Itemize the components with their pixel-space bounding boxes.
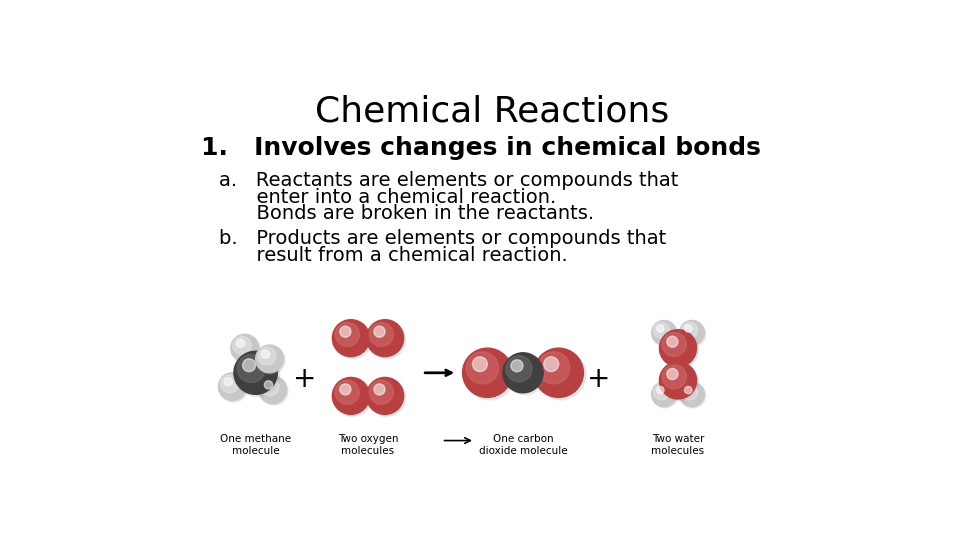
Circle shape	[335, 380, 359, 404]
Text: enter into a chemical reaction.: enter into a chemical reaction.	[219, 188, 557, 207]
Circle shape	[255, 345, 283, 373]
Circle shape	[367, 377, 403, 414]
Circle shape	[472, 357, 488, 372]
Circle shape	[661, 364, 699, 401]
Circle shape	[653, 383, 678, 408]
Circle shape	[373, 326, 385, 337]
Circle shape	[370, 380, 394, 404]
Circle shape	[234, 351, 277, 394]
Circle shape	[224, 377, 232, 386]
Circle shape	[219, 373, 247, 401]
Circle shape	[681, 322, 706, 346]
Text: a.   Reactants are elements or compounds that: a. Reactants are elements or compounds t…	[219, 171, 679, 190]
Text: result from a chemical reaction.: result from a chemical reaction.	[219, 246, 568, 265]
Circle shape	[369, 321, 405, 359]
Circle shape	[233, 336, 252, 354]
Circle shape	[257, 347, 285, 374]
Text: b.   Products are elements or compounds that: b. Products are elements or compounds th…	[219, 229, 666, 248]
Circle shape	[662, 333, 686, 356]
Circle shape	[369, 379, 405, 416]
Circle shape	[261, 350, 270, 358]
Circle shape	[682, 384, 698, 400]
Circle shape	[260, 377, 288, 405]
Circle shape	[220, 374, 248, 402]
Circle shape	[335, 322, 359, 347]
Text: Chemical Reactions: Chemical Reactions	[315, 94, 669, 128]
Circle shape	[261, 378, 279, 396]
Circle shape	[467, 352, 498, 384]
Circle shape	[506, 356, 532, 382]
Circle shape	[367, 320, 403, 356]
Circle shape	[221, 375, 239, 393]
Text: Two water
molecules: Two water molecules	[652, 434, 705, 456]
Circle shape	[257, 347, 276, 365]
Circle shape	[243, 359, 255, 372]
Circle shape	[332, 320, 370, 356]
Circle shape	[534, 348, 584, 397]
Circle shape	[680, 382, 705, 407]
Circle shape	[684, 325, 692, 332]
Circle shape	[232, 336, 260, 363]
Circle shape	[370, 322, 394, 347]
Circle shape	[681, 383, 706, 408]
Circle shape	[652, 320, 677, 345]
Circle shape	[264, 381, 273, 389]
Circle shape	[259, 376, 287, 403]
Text: +: +	[293, 365, 316, 393]
Circle shape	[538, 352, 570, 384]
Circle shape	[511, 360, 523, 372]
Circle shape	[667, 336, 678, 347]
Circle shape	[660, 330, 697, 367]
Circle shape	[236, 353, 279, 396]
Circle shape	[505, 355, 545, 395]
Text: Two oxygen
molecules: Two oxygen molecules	[338, 434, 398, 456]
Circle shape	[652, 382, 677, 407]
Circle shape	[543, 357, 559, 372]
Circle shape	[537, 350, 586, 400]
Text: +: +	[588, 365, 611, 393]
Circle shape	[334, 379, 372, 416]
Circle shape	[667, 368, 678, 380]
Circle shape	[332, 377, 370, 414]
Circle shape	[465, 350, 515, 400]
Circle shape	[682, 322, 698, 338]
Circle shape	[654, 322, 670, 338]
Circle shape	[684, 386, 692, 394]
Circle shape	[657, 386, 664, 394]
Text: One carbon
dioxide molecule: One carbon dioxide molecule	[479, 434, 567, 456]
Circle shape	[463, 348, 512, 397]
Circle shape	[654, 384, 670, 400]
Circle shape	[373, 384, 385, 395]
Circle shape	[662, 365, 686, 389]
Circle shape	[340, 384, 351, 395]
Circle shape	[680, 320, 705, 345]
Circle shape	[230, 334, 259, 362]
Circle shape	[653, 322, 678, 346]
Circle shape	[340, 326, 351, 337]
Text: One methane
molecule: One methane molecule	[220, 434, 291, 456]
Circle shape	[660, 362, 697, 399]
Circle shape	[237, 354, 265, 382]
Circle shape	[661, 332, 699, 368]
Circle shape	[657, 325, 664, 332]
Circle shape	[236, 339, 245, 347]
Circle shape	[334, 321, 372, 359]
Circle shape	[503, 353, 543, 393]
Text: 1.   Involves changes in chemical bonds: 1. Involves changes in chemical bonds	[202, 136, 761, 160]
Text: Bonds are broken in the reactants.: Bonds are broken in the reactants.	[219, 204, 594, 223]
